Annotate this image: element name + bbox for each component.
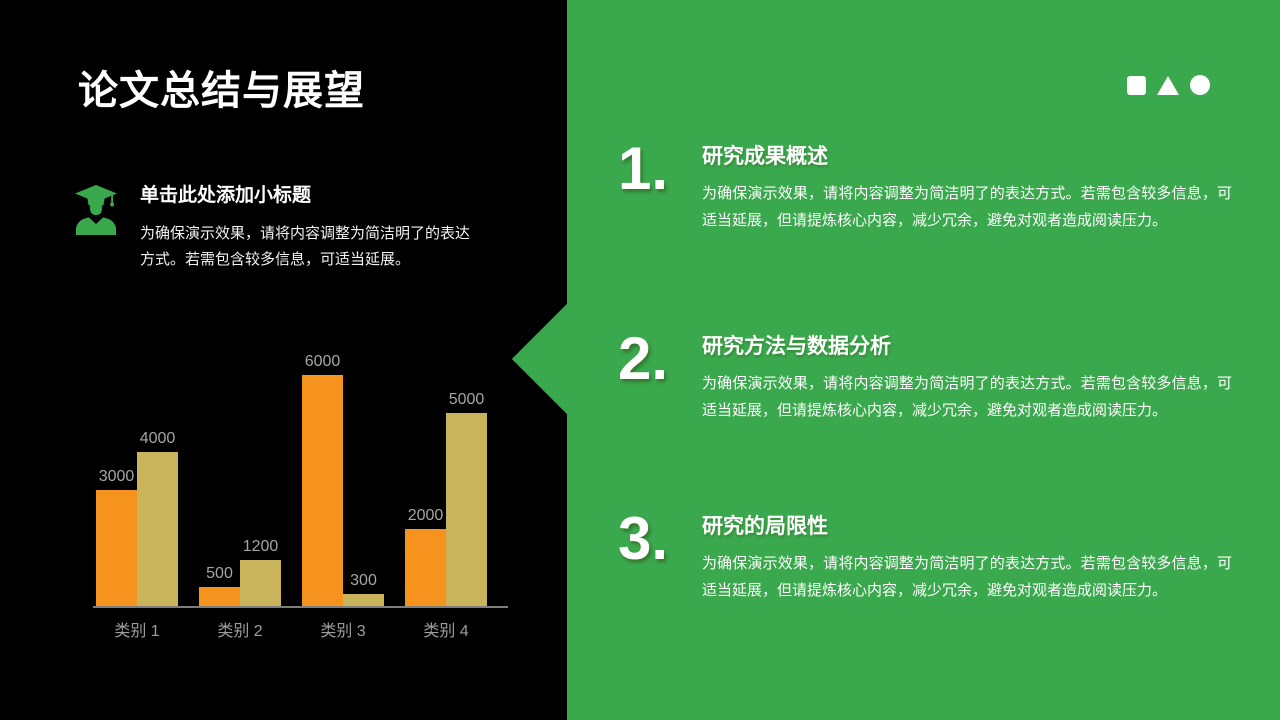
list-item: 2. 研究方法与数据分析 为确保演示效果，请将内容调整为简洁明了的表达方式。若需… bbox=[618, 325, 1238, 424]
bar-系列 1 bbox=[199, 587, 240, 606]
list-item: 1. 研究成果概述 为确保演示效果，请将内容调整为简洁明了的表达方式。若需包含较… bbox=[618, 135, 1238, 234]
category-label: 类别 1 bbox=[114, 623, 160, 640]
bar-value-label: 5000 bbox=[448, 391, 485, 408]
item-body: 为确保演示效果，请将内容调整为简洁明了的表达方式。若需包含较多信息，可适当延展，… bbox=[702, 375, 1232, 419]
bar-系列 2 bbox=[343, 594, 384, 606]
subtitle-block: 单击此处添加小标题 为确保演示效果，请将内容调整为简洁明了的表达方式。若需包含较… bbox=[72, 180, 492, 273]
item-number: 2. bbox=[618, 325, 669, 392]
bar-value-label: 300 bbox=[350, 572, 377, 589]
subtitle-body: 为确保演示效果，请将内容调整为简洁明了的表达方式。若需包含较多信息，可适当延展。 bbox=[140, 225, 471, 268]
square-icon bbox=[1127, 75, 1146, 95]
item-body: 为确保演示效果，请将内容调整为简洁明了的表达方式。若需包含较多信息，可适当延展，… bbox=[702, 555, 1232, 599]
category-label: 类别 2 bbox=[217, 623, 263, 640]
item-number: 1. bbox=[618, 135, 669, 202]
bar-系列 1 bbox=[96, 490, 137, 606]
bar-系列 2 bbox=[446, 413, 487, 606]
chart-bar-group: 6000 300 bbox=[302, 353, 384, 606]
item-number: 3. bbox=[618, 505, 669, 572]
bar-系列 2 bbox=[240, 560, 281, 606]
graduate-student-icon bbox=[75, 185, 117, 235]
list-item: 3. 研究的局限性 为确保演示效果，请将内容调整为简洁明了的表达方式。若需包含较… bbox=[618, 505, 1238, 604]
chart-plot-area: 3000 4000 500 1200 6000 300 2000 5000 bbox=[93, 353, 508, 608]
bar-系列 2 bbox=[137, 452, 178, 606]
bar-value-label: 3000 bbox=[98, 468, 135, 485]
chart-bar-group: 500 1200 bbox=[199, 538, 281, 606]
bar-value-label: 6000 bbox=[304, 353, 341, 370]
category-label: 类别 4 bbox=[423, 623, 469, 640]
chart-bar-group: 2000 5000 bbox=[405, 391, 487, 606]
category-label: 类别 3 bbox=[320, 623, 366, 640]
circle-icon bbox=[1190, 75, 1210, 95]
chart-category-axis: 类别 1 类别 2 类别 3 类别 4 bbox=[93, 617, 508, 641]
subtitle-heading: 单击此处添加小标题 bbox=[140, 185, 312, 206]
item-heading: 研究的局限性 bbox=[702, 515, 828, 538]
right-panel: 1. 研究成果概述 为确保演示效果，请将内容调整为简洁明了的表达方式。若需包含较… bbox=[511, 0, 1280, 720]
triangle-icon bbox=[1157, 75, 1179, 95]
decor-shapes bbox=[1127, 75, 1210, 95]
bar-系列 1 bbox=[405, 529, 446, 606]
item-heading: 研究方法与数据分析 bbox=[702, 335, 891, 358]
bar-value-label: 4000 bbox=[139, 430, 176, 447]
bar-系列 1 bbox=[302, 375, 343, 606]
green-panel-background bbox=[567, 0, 1280, 720]
chart-bar-group: 3000 4000 bbox=[96, 430, 178, 606]
bar-value-label: 2000 bbox=[407, 507, 444, 524]
bar-value-label: 1200 bbox=[242, 538, 279, 555]
page-title: 论文总结与展望 bbox=[78, 69, 365, 113]
bar-value-label: 500 bbox=[206, 565, 233, 582]
item-body: 为确保演示效果，请将内容调整为简洁明了的表达方式。若需包含较多信息，可适当延展，… bbox=[702, 185, 1232, 229]
item-heading: 研究成果概述 bbox=[702, 145, 828, 168]
